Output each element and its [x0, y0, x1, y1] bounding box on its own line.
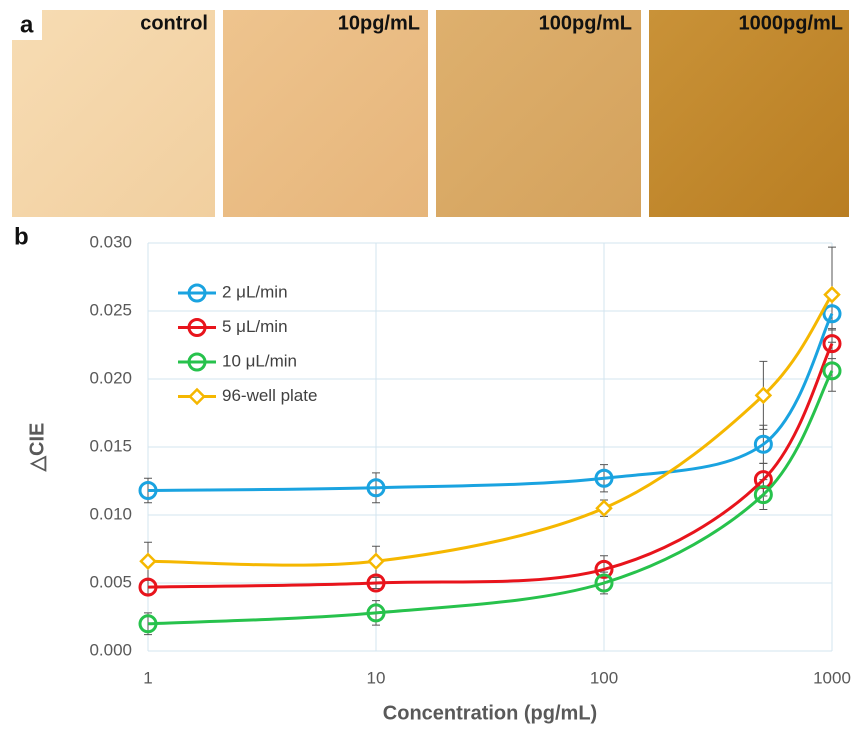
data-point — [597, 501, 611, 515]
image-1000 — [649, 10, 849, 217]
panel-label: b — [14, 223, 29, 250]
x-tick-label: 1 — [143, 668, 152, 687]
legend-label: 2 μL/min — [222, 282, 288, 301]
legend-label: 5 μL/min — [222, 317, 288, 336]
image-100 — [436, 10, 641, 217]
series-line — [148, 344, 832, 587]
y-tick-label: 0.010 — [89, 504, 132, 523]
panel-a: a control 10pg/mL 100pg/mL 1000pg/mL — [12, 10, 849, 217]
panel-label: a — [20, 11, 34, 38]
x-tick-label: 10 — [367, 668, 386, 687]
legend-marker — [190, 390, 204, 404]
x-tick-label: 100 — [590, 668, 618, 687]
y-tick-label: 0.020 — [89, 368, 132, 387]
legend-label: 10 μL/min — [222, 351, 297, 370]
y-tick-label: 0.005 — [89, 572, 132, 591]
image-label: 100pg/mL — [539, 12, 632, 34]
data-point — [369, 554, 383, 568]
y-tick-label: 0.025 — [89, 300, 132, 319]
legend-label: 96-well plate — [222, 386, 317, 405]
image-label: 10pg/mL — [338, 12, 420, 34]
x-axis-title: Concentration (pg/mL) — [383, 702, 597, 724]
x-tick-label: 1000 — [813, 668, 851, 687]
image-10 — [223, 10, 428, 217]
y-tick-label: 0.000 — [89, 640, 132, 659]
y-axis-title: △CIE — [26, 423, 48, 473]
data-point — [825, 288, 839, 302]
y-tick-label: 0.030 — [89, 232, 132, 251]
image-control — [12, 10, 215, 217]
data-point — [141, 554, 155, 568]
figure: a control 10pg/mL 100pg/mL 1000pg/mL b C… — [0, 0, 858, 728]
y-tick-label: 0.015 — [89, 436, 132, 455]
image-label: control — [140, 12, 208, 34]
image-label: 1000pg/mL — [739, 12, 843, 34]
